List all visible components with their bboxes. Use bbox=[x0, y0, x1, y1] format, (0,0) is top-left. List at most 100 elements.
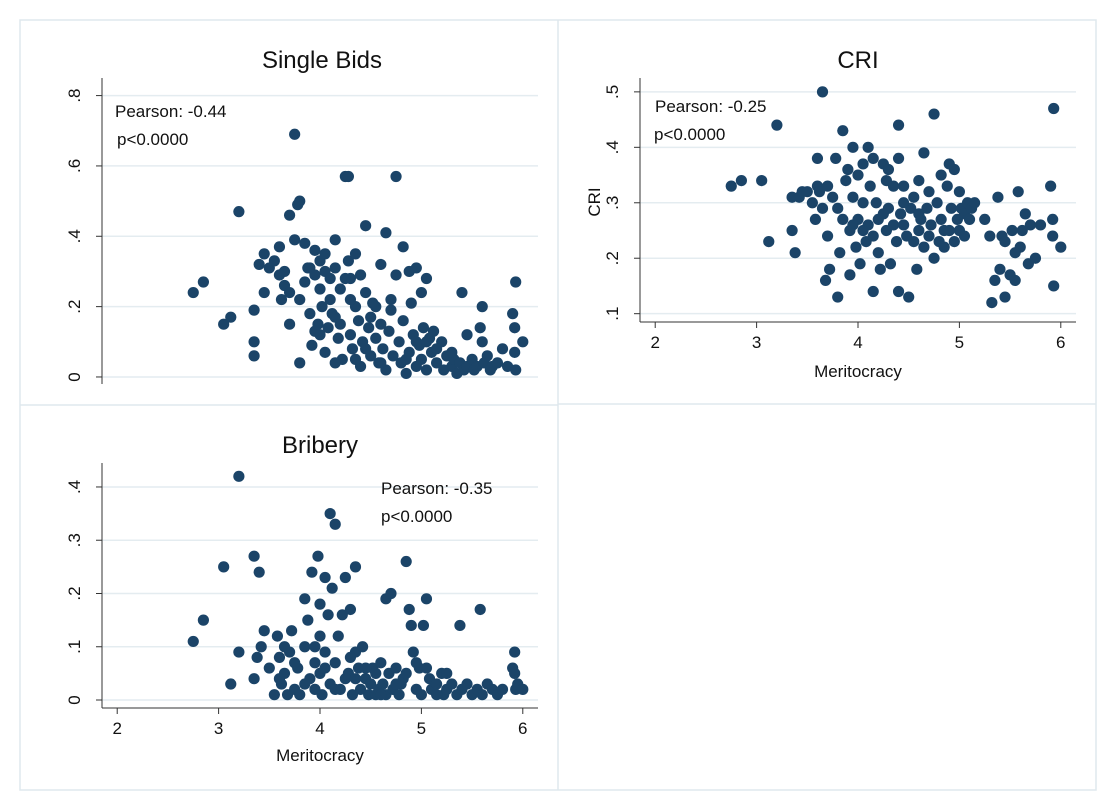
chart-title: CRI bbox=[837, 47, 878, 74]
data-point bbox=[251, 651, 263, 664]
data-point bbox=[771, 119, 783, 131]
data-point bbox=[864, 180, 876, 192]
y-axis-label: CRI bbox=[585, 187, 604, 216]
data-point bbox=[326, 582, 338, 594]
data-point bbox=[306, 566, 318, 578]
data-point bbox=[360, 343, 372, 355]
data-point bbox=[431, 678, 443, 690]
x-tick-label: 5 bbox=[417, 719, 426, 738]
data-point bbox=[273, 269, 286, 281]
chart-title: Bribery bbox=[282, 432, 358, 459]
data-point bbox=[319, 248, 331, 260]
data-point bbox=[989, 274, 1001, 287]
data-point bbox=[454, 619, 466, 632]
x-tick-label: 3 bbox=[214, 719, 223, 738]
data-point bbox=[278, 641, 291, 653]
data-point bbox=[1009, 274, 1021, 287]
data-point bbox=[344, 329, 357, 341]
data-point bbox=[342, 170, 354, 183]
data-point bbox=[892, 285, 905, 298]
y-tick-label: .2 bbox=[603, 251, 622, 265]
data-point bbox=[294, 357, 306, 369]
data-point bbox=[271, 630, 284, 642]
data-point bbox=[304, 308, 316, 320]
data-point bbox=[446, 346, 458, 358]
data-point bbox=[431, 689, 443, 701]
data-point bbox=[197, 614, 209, 626]
p-value-annotation: p<0.0000 bbox=[654, 125, 725, 144]
data-point bbox=[377, 678, 389, 690]
data-point bbox=[289, 657, 301, 669]
data-point bbox=[857, 158, 869, 170]
data-point bbox=[894, 208, 907, 220]
data-point bbox=[925, 219, 937, 231]
data-point bbox=[319, 662, 331, 674]
data-point bbox=[1012, 186, 1024, 198]
data-point bbox=[898, 197, 910, 209]
data-point bbox=[375, 357, 387, 369]
data-point bbox=[756, 174, 768, 187]
data-point bbox=[225, 311, 237, 323]
data-point bbox=[380, 227, 392, 239]
data-point bbox=[908, 191, 920, 203]
data-point bbox=[809, 213, 822, 226]
y-tick-label: .2 bbox=[65, 586, 84, 600]
data-point bbox=[420, 662, 433, 674]
data-point bbox=[813, 186, 826, 198]
data-point bbox=[417, 322, 430, 334]
data-point bbox=[918, 241, 930, 253]
data-point bbox=[375, 689, 387, 701]
data-point bbox=[857, 197, 869, 209]
data-point bbox=[339, 673, 351, 685]
data-point bbox=[349, 248, 362, 260]
data-point bbox=[322, 322, 334, 334]
data-point bbox=[461, 329, 473, 341]
data-point bbox=[417, 619, 430, 632]
data-point bbox=[334, 283, 346, 295]
y-tick-label: .3 bbox=[65, 533, 84, 547]
data-point bbox=[248, 336, 260, 348]
data-point bbox=[344, 603, 357, 616]
data-point bbox=[356, 641, 369, 653]
data-point bbox=[898, 180, 910, 192]
data-point bbox=[842, 163, 854, 176]
data-point bbox=[283, 286, 296, 299]
data-point bbox=[197, 276, 209, 288]
data-point bbox=[309, 325, 321, 337]
panel-cri: CRI .1 .2 .3 .4 .5 2 3 4 5 6 Pearson: -0.25 p<0.0… bbox=[558, 20, 1096, 404]
x-tick-label: 2 bbox=[650, 333, 659, 352]
data-point bbox=[329, 262, 341, 274]
data-point bbox=[370, 301, 382, 313]
data-point bbox=[400, 353, 412, 365]
data-point bbox=[349, 353, 362, 365]
data-point bbox=[911, 263, 923, 275]
data-point bbox=[253, 258, 265, 271]
data-point bbox=[844, 269, 856, 281]
axes: .1 .2 .3 .4 .5 2 3 4 5 6 bbox=[603, 78, 1076, 352]
data-points bbox=[725, 86, 1067, 309]
data-point bbox=[890, 235, 903, 248]
data-point bbox=[867, 285, 879, 298]
panel-bribery: Bribery 0 .1 .2 .3 .4 2 3 4 5 6 Pearson: -0.35 p<… bbox=[20, 405, 558, 789]
data-point bbox=[314, 283, 326, 295]
data-point bbox=[847, 191, 859, 203]
data-point bbox=[375, 258, 387, 271]
data-point bbox=[509, 667, 521, 679]
data-point bbox=[233, 206, 245, 218]
panel-single-bids: Single Bids 0 .2 .4 .6 .8 Pearson: -0.44 p<0… bbox=[20, 20, 558, 404]
data-point bbox=[834, 247, 846, 259]
data-point bbox=[316, 301, 328, 313]
data-point bbox=[299, 276, 311, 288]
data-point bbox=[994, 263, 1006, 275]
data-point bbox=[979, 213, 991, 226]
data-point bbox=[928, 252, 940, 264]
y-tick-label: .6 bbox=[65, 159, 84, 173]
x-tick-label: 4 bbox=[853, 333, 862, 352]
data-point bbox=[827, 191, 839, 203]
data-point bbox=[941, 180, 953, 192]
data-point bbox=[375, 318, 387, 330]
data-point bbox=[1019, 208, 1031, 220]
data-point bbox=[935, 213, 947, 226]
pearson-annotation: Pearson: -0.35 bbox=[381, 479, 493, 498]
